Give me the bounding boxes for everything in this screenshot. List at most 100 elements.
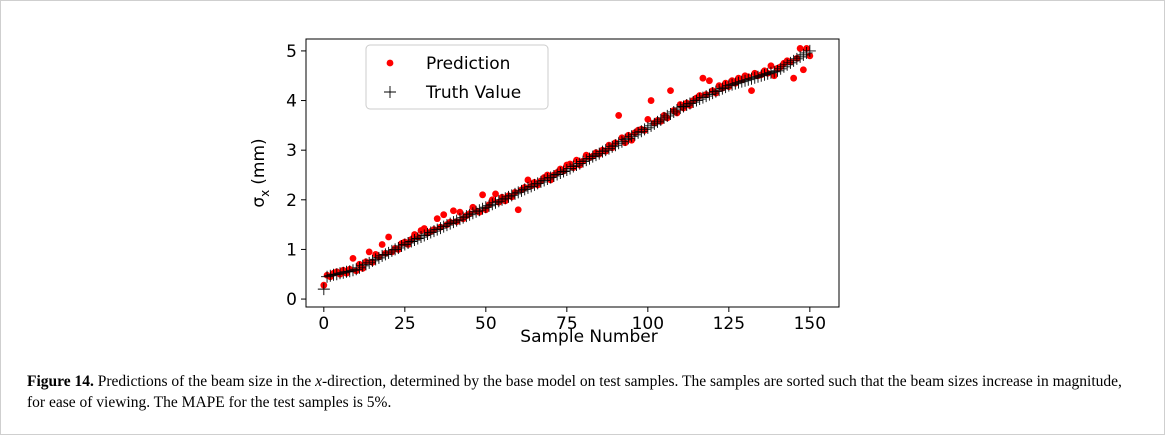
plus-marker (356, 259, 369, 272)
plus-marker (376, 249, 389, 262)
plus-marker (431, 223, 444, 236)
y-tick-label: 3 (286, 141, 297, 161)
plus-marker (593, 147, 606, 160)
plus-marker (648, 117, 661, 130)
plus-marker (499, 192, 512, 205)
plus-marker (596, 145, 609, 158)
plus-marker (564, 162, 577, 175)
y-label-symbol: σ (249, 197, 269, 208)
plus-marker (560, 164, 573, 177)
plus-marker (781, 58, 794, 71)
y-axis-label: σx (mm) (249, 138, 272, 207)
plus-marker (350, 263, 363, 276)
plus-marker (547, 169, 560, 182)
plus-marker (379, 248, 392, 261)
plus-marker (502, 190, 515, 203)
plus-marker (496, 193, 509, 206)
plus-marker (768, 65, 781, 78)
plus-marker (696, 91, 709, 104)
plus-marker (651, 115, 664, 128)
plus-marker (719, 81, 732, 94)
plus-marker (700, 90, 713, 103)
plus-marker (645, 119, 658, 132)
circle-marker (790, 74, 798, 82)
plus-marker (334, 267, 347, 280)
plus-marker (683, 97, 696, 110)
plus-marker (628, 128, 641, 141)
circle-marker (450, 207, 457, 215)
plus-marker (531, 177, 544, 190)
plus-marker (771, 64, 784, 77)
circle-marker (705, 77, 713, 85)
plus-marker (447, 216, 460, 229)
plus-marker (703, 88, 716, 101)
plus-marker (713, 84, 726, 97)
plus-marker (483, 199, 496, 212)
x-tick-label: 0 (318, 314, 329, 334)
circle-marker (524, 176, 532, 184)
plus-marker (366, 254, 379, 267)
plus-marker (317, 283, 330, 296)
plus-marker (745, 72, 758, 85)
plus-marker (716, 82, 729, 95)
plus-marker (395, 239, 408, 252)
plus-marker (787, 54, 800, 67)
plus-marker (606, 140, 619, 153)
circle-marker (479, 191, 486, 199)
circle-marker (799, 66, 807, 74)
legend-label: Prediction (426, 54, 510, 74)
plus-marker (638, 123, 651, 136)
plus-marker (800, 46, 813, 59)
plus-marker (709, 85, 722, 98)
plus-marker (748, 71, 761, 84)
plus-marker (797, 48, 810, 61)
circle-marker (456, 208, 464, 216)
plus-marker (544, 171, 557, 184)
y-tick-label: 2 (286, 191, 297, 211)
plus-marker (735, 75, 748, 88)
plus-marker (554, 167, 567, 179)
plus-marker (567, 160, 580, 173)
circle-marker (385, 233, 393, 241)
legend-label: Truth Value (425, 83, 521, 103)
plus-marker (450, 214, 463, 227)
plus-marker (505, 189, 518, 202)
plus-marker (577, 155, 590, 168)
plus-marker (755, 69, 768, 82)
x-tick-label: 75 (556, 314, 578, 334)
plus-marker (586, 150, 599, 163)
plus-marker (625, 130, 638, 143)
plus-marker (408, 234, 421, 246)
circle-marker (492, 190, 499, 198)
plus-marker (690, 94, 703, 107)
circle-marker (667, 87, 674, 95)
plus-marker (457, 211, 470, 224)
plus-marker (460, 210, 473, 223)
plus-marker (693, 93, 706, 106)
plus-marker (739, 74, 752, 87)
plus-marker (615, 135, 628, 148)
plus-marker (658, 111, 671, 124)
plus-marker (534, 175, 547, 188)
plus-marker (508, 187, 521, 200)
plus-marker (722, 79, 735, 92)
circle-marker (644, 116, 652, 123)
plus-marker (384, 86, 396, 98)
plus-marker (372, 251, 385, 264)
plus-marker (473, 204, 486, 217)
caption: Figure 14. Predictions of the beam size … (27, 371, 1137, 413)
plus-marker (398, 238, 411, 251)
circle-marker (615, 112, 623, 119)
plus-marker (382, 246, 395, 259)
circle-marker (365, 248, 373, 256)
plus-marker (777, 60, 790, 73)
circle-marker (514, 206, 522, 214)
plus-marker (521, 181, 534, 194)
plus-marker (470, 205, 483, 218)
plus-marker (525, 180, 538, 193)
plus-marker (512, 186, 525, 199)
y-tick-label: 1 (286, 240, 297, 260)
plus-marker (670, 103, 683, 116)
plus-marker (654, 113, 667, 126)
plus-marker (680, 99, 693, 112)
